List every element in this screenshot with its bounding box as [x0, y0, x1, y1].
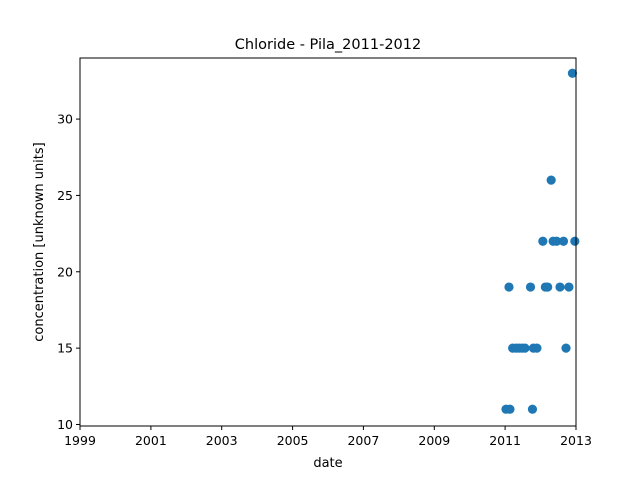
y-tick-label: 30: [57, 112, 73, 127]
data-point: [552, 236, 562, 246]
data-point: [527, 404, 538, 414]
y-tick-label: 25: [57, 188, 73, 203]
data-point: [570, 236, 580, 246]
data-point: [504, 282, 514, 292]
x-tick-label: 2003: [206, 433, 238, 448]
data-points: [501, 68, 580, 414]
data-point: [525, 282, 536, 292]
x-tick-label: 2011: [489, 433, 521, 448]
data-point: [505, 404, 515, 414]
x-tick-label: 2013: [560, 433, 592, 448]
y-tick-label: 20: [57, 264, 73, 279]
x-tick-label: 2001: [135, 433, 167, 448]
x-tick-label: 2005: [277, 433, 309, 448]
x-tick-label: 1999: [64, 433, 96, 448]
x-axis-label: date: [313, 456, 342, 471]
y-axis-label: concentration [unknown units]: [32, 142, 47, 341]
data-point: [538, 236, 548, 246]
data-point: [520, 343, 530, 353]
data-point: [558, 236, 569, 246]
x-tick-label: 2007: [347, 433, 379, 448]
plot-area-frame: [79, 57, 577, 427]
data-point: [543, 282, 553, 292]
chart-title: Chloride - Pila_2011-2012: [235, 37, 421, 53]
y-tick-label: 10: [57, 417, 73, 432]
data-point: [564, 282, 574, 292]
data-point: [567, 68, 578, 78]
data-point: [555, 282, 565, 292]
axis-ticks: 1999 2001 2003 2005 2007 2009 2011 2013 10 15 20 25…: [57, 112, 592, 448]
y-tick-label: 15: [57, 341, 73, 356]
x-tick-label: 2009: [418, 433, 450, 448]
data-point: [532, 343, 542, 353]
data-point: [546, 175, 556, 185]
data-point: [561, 343, 571, 353]
